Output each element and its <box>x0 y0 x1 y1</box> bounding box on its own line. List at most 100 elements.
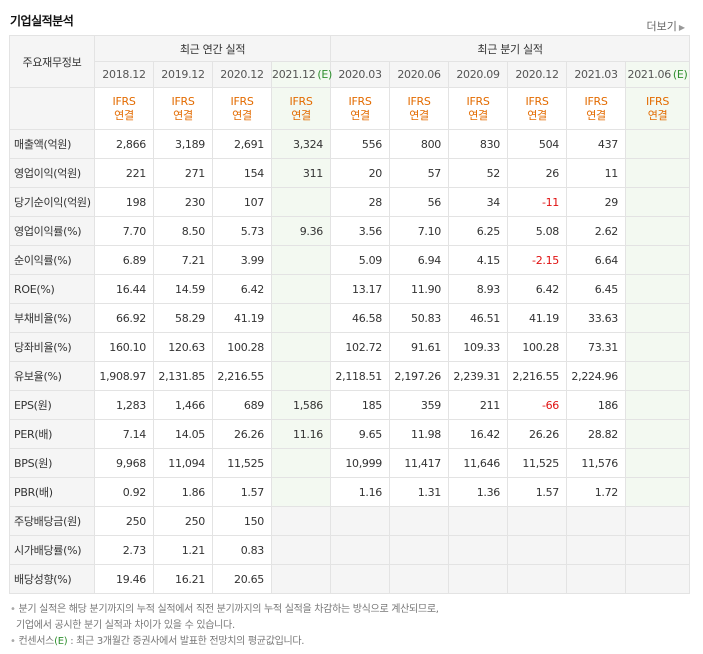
table-cell: 29 <box>566 187 627 217</box>
table-cell: 7.14 <box>94 419 154 449</box>
accounting-standard-cell: IFRS 연결 <box>625 87 691 130</box>
quarter-group-header: 최근 분기 실적 <box>330 35 691 62</box>
table-cell: 7.10 <box>389 216 450 246</box>
table-cell: 2,216.55 <box>212 361 272 391</box>
table-cell: 6.89 <box>94 245 154 275</box>
table-row: 매출액(억원) 2,866 3,189 2,691 3,324 556 800 830 504 4… <box>9 129 691 159</box>
standard-ifrs-label: IFRS <box>407 94 431 108</box>
table-cell: 6.64 <box>566 245 627 275</box>
table-cell <box>270 448 332 478</box>
accounting-standard-cell: IFRS 연결 <box>330 87 391 130</box>
table-row: 순이익률(%) 6.89 7.21 3.99 5.09 6.94 4.15 -2.15 6.64 <box>9 245 691 275</box>
table-cell: 504 <box>507 129 568 159</box>
table-cell: 56 <box>389 187 450 217</box>
table-cell: 120.63 <box>153 332 213 362</box>
table-cell: 8.93 <box>448 274 509 304</box>
standard-consolidated-label: 연결 <box>232 108 252 122</box>
table-cell: 11.90 <box>389 274 450 304</box>
table-cell: 185 <box>330 390 391 420</box>
row-label: PER(배) <box>9 419 95 449</box>
table-row: 영업이익률(%) 7.70 8.50 5.73 9.36 3.56 7.10 6.25 5.08… <box>9 216 691 246</box>
table-cell <box>270 535 332 565</box>
table-row: 부채비율(%) 66.92 58.29 41.19 46.58 50.83 46.51 41.… <box>9 303 691 333</box>
footnote-consensus: • 컨센서스(E) : 최근 3개월간 증권사에서 발표한 전망치의 평균값입니… <box>10 636 305 647</box>
accounting-standard-cell: IFRS 연결 <box>566 87 627 130</box>
table-cell: 16.21 <box>153 564 213 594</box>
standard-ifrs-label: IFRS <box>525 94 549 108</box>
row-label: 부채비율(%) <box>9 303 95 333</box>
table-cell <box>270 477 332 507</box>
table-cell: 11,525 <box>212 448 272 478</box>
table-cell: 689 <box>212 390 272 420</box>
table-corner-header: 주요재무정보 <box>9 35 95 88</box>
table-cell <box>625 216 691 246</box>
period-header-2021-12: 2021.12 (E) <box>270 61 332 88</box>
period-label: 2018.12 <box>102 68 146 81</box>
table-cell: 1.16 <box>330 477 391 507</box>
standard-consolidated-label: 연결 <box>173 108 193 122</box>
standard-consolidated-label: 연결 <box>409 108 429 122</box>
row-label: 영업이익(억원) <box>9 158 95 188</box>
row-label: EPS(원) <box>9 390 95 420</box>
table-row: PBR(배) 0.92 1.86 1.57 1.16 1.31 1.36 1.57 1.72 <box>9 477 691 507</box>
table-cell: 2,197.26 <box>389 361 450 391</box>
estimate-mark: (E) <box>672 68 688 81</box>
table-row: 당좌비율(%) 160.10 120.63 100.28 102.72 91.61 109.… <box>9 332 691 362</box>
table-cell <box>625 187 691 217</box>
table-cell <box>270 274 332 304</box>
table-cell: 9,968 <box>94 448 154 478</box>
table-cell: 150 <box>212 506 272 536</box>
accounting-standard-cell: IFRS 연결 <box>94 87 154 130</box>
table-cell <box>270 303 332 333</box>
table-cell <box>625 245 691 275</box>
table-cell: 1,283 <box>94 390 154 420</box>
period-label: 2019.12 <box>161 68 205 81</box>
table-cell: 2,239.31 <box>448 361 509 391</box>
standard-ifrs-label: IFRS <box>466 94 490 108</box>
standard-consolidated-label: 연결 <box>647 108 668 122</box>
period-header-2020-06: 2020.06 <box>389 61 450 88</box>
table-cell: 41.19 <box>507 303 568 333</box>
table-row: 시가배당률(%) 2.73 1.21 0.83 <box>9 535 691 565</box>
more-link[interactable]: 더보기 ▶ <box>646 18 685 34</box>
accounting-standard-cell: IFRS 연결 <box>389 87 450 130</box>
table-cell: 3.99 <box>212 245 272 275</box>
row-label: 주당배당금(원) <box>9 506 95 536</box>
standard-ifrs-label: IFRS <box>584 94 608 108</box>
table-cell: 9.36 <box>270 216 332 246</box>
table-row: 배당성향(%) 19.46 16.21 20.65 <box>9 564 691 594</box>
table-cell <box>270 506 332 536</box>
table-cell <box>566 506 627 536</box>
standard-ifrs-label: IFRS <box>348 94 372 108</box>
row-label: 당기순이익(억원) <box>9 187 95 217</box>
table-cell <box>389 506 450 536</box>
table-cell: 1.86 <box>153 477 213 507</box>
more-label[interactable]: 더보기 <box>646 20 677 33</box>
footnotes: • 분기 실적은 해당 분기까지의 누적 실적에서 직전 분기까지의 누적 실적… <box>10 602 439 650</box>
table-cell: 28.82 <box>566 419 627 449</box>
table-cell: 1,908.97 <box>94 361 154 391</box>
standard-ifrs-label: IFRS <box>112 94 136 108</box>
table-cell: -11 <box>507 187 568 217</box>
table-cell <box>625 477 691 507</box>
standard-row-header <box>9 87 95 130</box>
table-row: PER(배) 7.14 14.05 26.26 11.16 9.65 11.98 16.42 2… <box>9 419 691 449</box>
table-cell: 1.21 <box>153 535 213 565</box>
row-label: 당좌비율(%) <box>9 332 95 362</box>
table-cell: 7.70 <box>94 216 154 246</box>
table-cell: -66 <box>507 390 568 420</box>
table-cell: 11.16 <box>270 419 332 449</box>
table-cell <box>270 187 332 217</box>
table-cell: 26.26 <box>212 419 272 449</box>
table-cell <box>507 506 568 536</box>
accounting-standard-cell: IFRS 연결 <box>270 87 332 130</box>
table-cell: 6.25 <box>448 216 509 246</box>
table-cell: 1.31 <box>389 477 450 507</box>
table-cell: 66.92 <box>94 303 154 333</box>
accounting-standard-cell: IFRS 연결 <box>448 87 509 130</box>
table-cell <box>625 332 691 362</box>
table-cell <box>389 535 450 565</box>
period-label: 2020.12 <box>515 68 559 81</box>
table-cell: 26.26 <box>507 419 568 449</box>
table-row: EPS(원) 1,283 1,466 689 1,586 185 359 211 -66 186 <box>9 390 691 420</box>
